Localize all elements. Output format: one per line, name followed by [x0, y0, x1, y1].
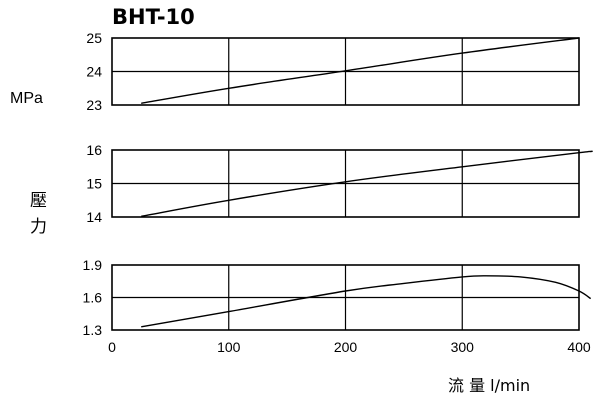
x-tick-label: 400	[567, 339, 591, 355]
x-axis-label: 流 量 l/min	[448, 376, 530, 395]
panel-1: 23 24 25	[86, 30, 580, 113]
y-tick-label: 1.3	[83, 322, 103, 338]
series-line-2	[141, 150, 593, 217]
y-tick-label: 24	[86, 64, 102, 80]
y-tick-label: 16	[86, 142, 102, 158]
ylabel-char-1: 壓	[30, 191, 47, 211]
y-tick-label: 23	[86, 97, 102, 113]
x-tick-label: 200	[334, 339, 358, 355]
x-tick-label: 0	[108, 339, 116, 355]
chart-panels: 23 24 25 14 15 16 1.3 1.6 1.9	[83, 30, 593, 338]
y-tick-label: 25	[86, 30, 102, 46]
x-tick-labels: 0 100 200 300 400	[108, 339, 591, 355]
chart-title: BHT-10	[112, 5, 195, 29]
ylabel-char-2: 力	[30, 217, 47, 237]
pressure-unit-label: MPa	[10, 90, 43, 107]
x-tick-label: 100	[217, 339, 241, 355]
series-line-3	[141, 275, 592, 328]
y-tick-label: 1.9	[83, 257, 103, 273]
y-tick-label: 1.6	[83, 290, 103, 306]
y-tick-label: 14	[86, 209, 102, 225]
y-tick-label: 15	[86, 176, 102, 192]
panel-2: 14 15 16	[86, 142, 593, 225]
panel-3: 1.3 1.6 1.9	[83, 257, 592, 338]
x-tick-label: 300	[451, 339, 475, 355]
series-line-1	[141, 37, 580, 104]
